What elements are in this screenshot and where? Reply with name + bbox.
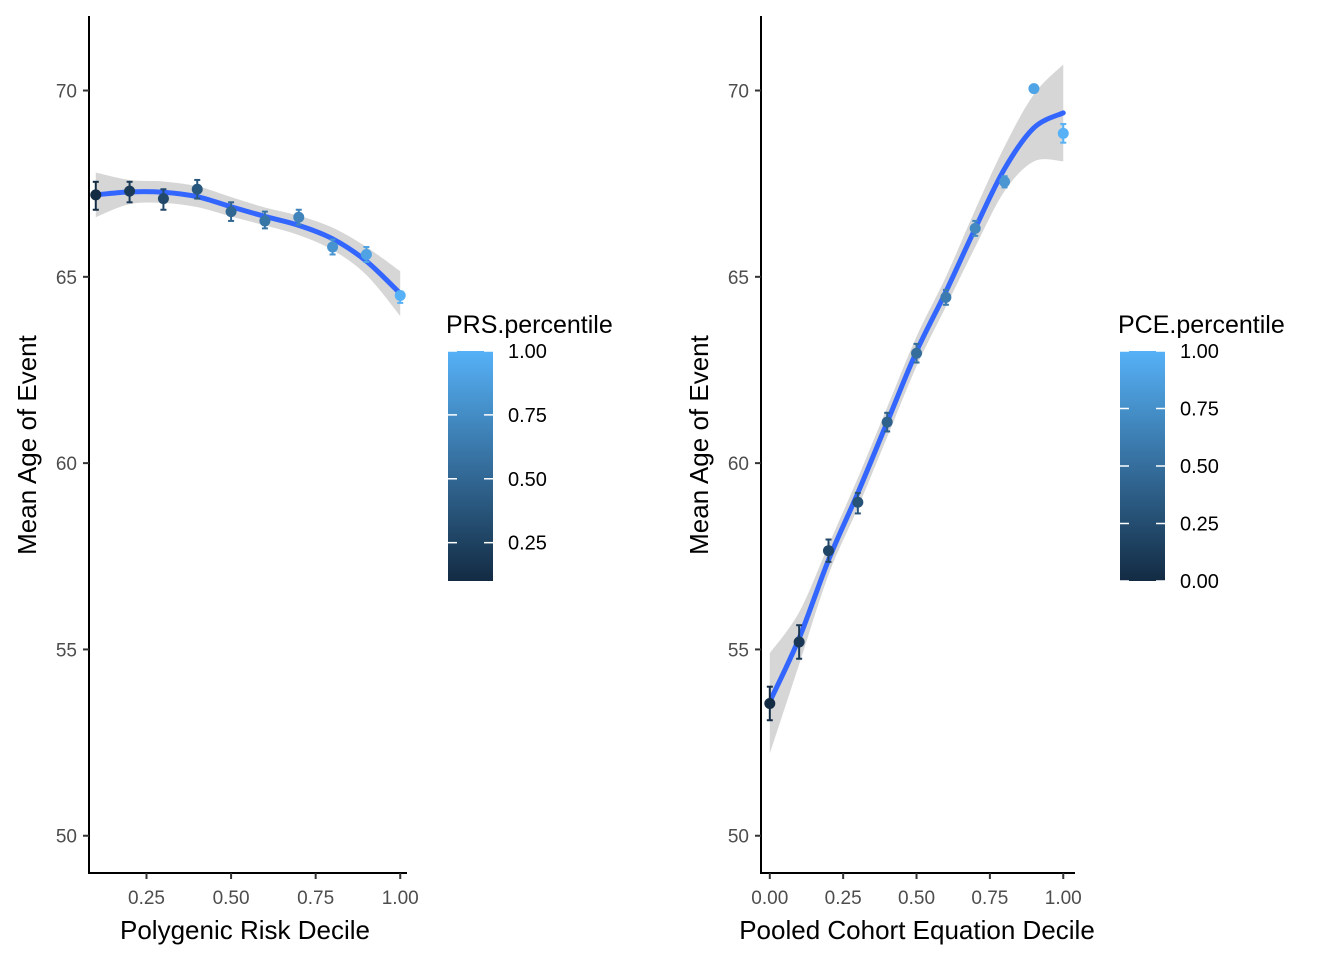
x-tick-label: 0.75 — [971, 888, 1008, 909]
data-point — [822, 545, 834, 557]
data-point — [191, 183, 203, 195]
y-tick-label: 55 — [56, 640, 77, 661]
legend-label: 0.75 — [1180, 399, 1219, 421]
y-axis-title: Mean Age of Event — [684, 334, 714, 554]
legend-title: PCE.percentile — [1118, 311, 1285, 339]
data-point — [157, 193, 169, 205]
x-axis-title: Pooled Cohort Equation Decile — [739, 915, 1095, 945]
legend-label: 0.75 — [508, 405, 547, 427]
data-point — [259, 215, 271, 227]
legend-title: PRS.percentile — [446, 311, 613, 339]
y-tick-label: 55 — [728, 640, 749, 661]
y-tick-label: 65 — [728, 268, 749, 289]
data-point — [793, 636, 805, 648]
y-tick-label: 65 — [56, 268, 77, 289]
legend-label: 1.00 — [1180, 341, 1219, 363]
data-point — [124, 185, 136, 197]
data-point — [764, 697, 776, 709]
y-tick-label: 50 — [728, 827, 749, 848]
legend-label: 0.50 — [1180, 456, 1219, 478]
smooth-line — [93, 189, 403, 297]
x-tick-label: 1.00 — [1045, 888, 1082, 909]
x-tick-label: 0.25 — [825, 888, 862, 909]
x-tick-label: 0.50 — [898, 888, 935, 909]
data-point — [90, 189, 102, 201]
y-tick-label: 70 — [728, 82, 749, 103]
data-point — [969, 222, 981, 234]
y-axis-title: Mean Age of Event — [12, 334, 42, 554]
legend-prs: PRS.percentile 0.25 0.50 0.75 1.00 — [446, 311, 613, 581]
data-point — [360, 248, 372, 260]
data-point — [999, 176, 1011, 188]
legend-label: 1.00 — [508, 341, 547, 363]
y-tick-label: 70 — [56, 82, 77, 103]
legend-label: 0.25 — [1180, 514, 1219, 536]
legend-label: 0.00 — [1180, 571, 1219, 593]
x-tick-label: 0.75 — [297, 888, 334, 909]
x-axis-title: Polygenic Risk Decile — [120, 915, 370, 945]
legend-label: 0.50 — [508, 469, 547, 491]
data-point — [881, 416, 893, 428]
x-tick-label: 0.50 — [213, 888, 250, 909]
data-point — [940, 291, 952, 303]
y-tick-label: 60 — [56, 454, 77, 475]
data-point — [911, 347, 923, 359]
legend-pce: PCE.percentile 0.00 0.25 0.50 0.75 1.00 — [1118, 311, 1285, 593]
panel-polygenic-risk: 50 55 60 65 70 0.25 0.50 0.75 1.00 Polygenic Ris… — [12, 16, 613, 945]
legend-label: 0.25 — [508, 533, 547, 555]
x-tick-label: 0.25 — [128, 888, 165, 909]
legend-colorbar — [448, 351, 493, 581]
y-tick-label: 60 — [728, 454, 749, 475]
confidence-ribbon — [769, 64, 1064, 754]
panel-pooled-cohort: 50 55 60 65 70 0.00 0.25 0.50 0.75 1.00 Pooled Co… — [684, 16, 1285, 945]
data-point — [225, 206, 237, 218]
data-point — [852, 496, 864, 508]
data-point — [394, 289, 406, 301]
data-point — [1057, 127, 1069, 139]
y-tick-label: 50 — [56, 827, 77, 848]
x-tick-label: 1.00 — [382, 888, 419, 909]
data-point — [1028, 83, 1040, 95]
data-point — [293, 211, 305, 223]
data-point — [327, 241, 339, 253]
x-tick-label: 0.00 — [751, 888, 788, 909]
